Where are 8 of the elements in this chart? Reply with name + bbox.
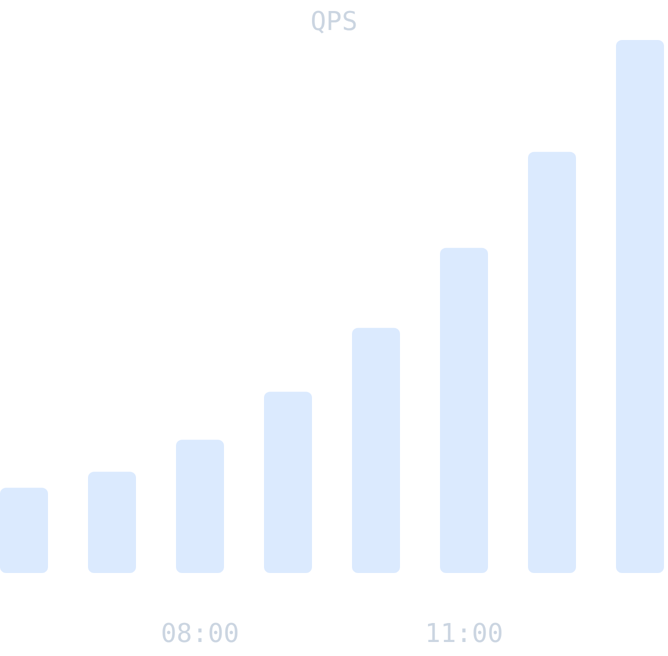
bar — [528, 152, 576, 573]
bar — [440, 248, 488, 573]
bar — [0, 488, 48, 573]
bar — [176, 440, 224, 573]
bar — [88, 472, 136, 573]
bar — [616, 40, 664, 573]
bar — [264, 392, 312, 573]
bar — [352, 328, 400, 573]
